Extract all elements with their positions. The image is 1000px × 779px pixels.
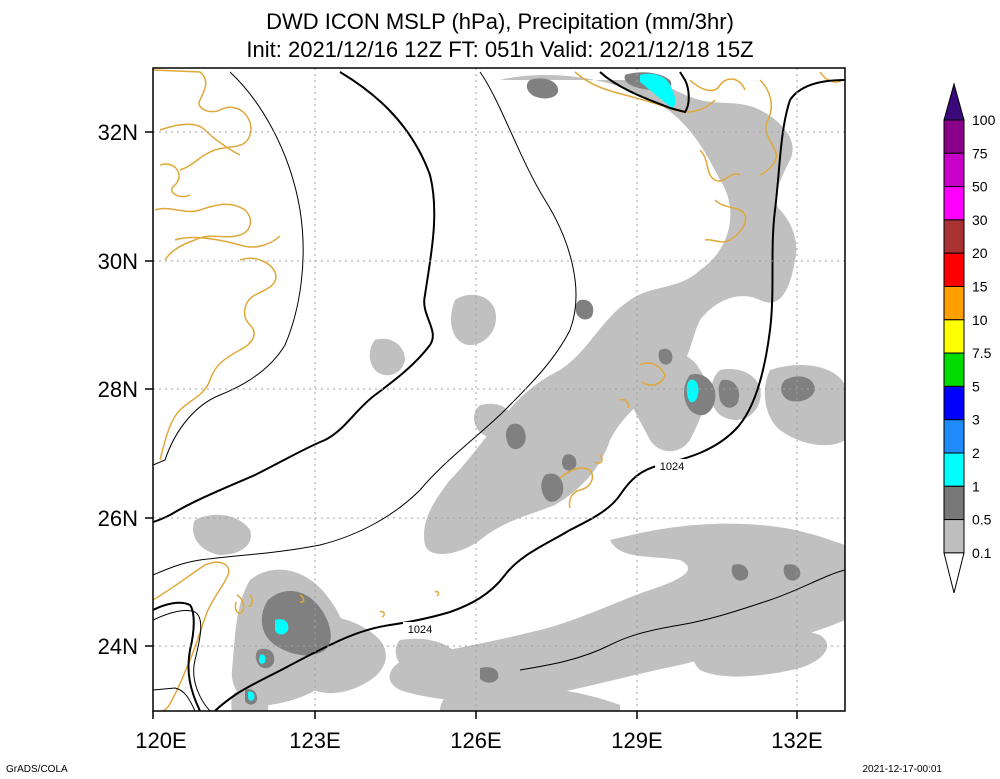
isobar-label: 1024 <box>660 461 684 473</box>
lat-label: 30N <box>98 249 138 274</box>
colorbar-swatch <box>943 352 965 387</box>
colorbar-bottom-arrow <box>943 552 965 594</box>
colorbar-swatch <box>943 286 965 321</box>
colorbar-label: 2 <box>972 445 980 461</box>
colorbar-label: 75 <box>972 145 988 161</box>
colorbar-swatch <box>943 385 965 421</box>
colorbar-label: 10 <box>972 312 988 328</box>
coastlines <box>153 69 843 711</box>
colorbar-swatch <box>943 319 965 354</box>
lon-label: 132E <box>771 728 822 753</box>
colorbar-label: 100 <box>972 112 996 128</box>
colorbar-label: 0.1 <box>972 545 992 561</box>
lat-label: 24N <box>98 634 138 659</box>
colorbar-label: 0.5 <box>972 512 992 528</box>
colorbar-label: 50 <box>972 179 988 195</box>
lat-label: 28N <box>98 377 138 402</box>
precip-mid-shading <box>245 72 815 705</box>
isobar-label: 1024 <box>408 624 432 636</box>
colorbar-swatch <box>943 485 965 521</box>
colorbar-top-arrow <box>943 82 965 121</box>
footer-timestamp: 2021-12-17-00:01 <box>862 764 942 775</box>
colorbar-swatch <box>943 152 965 188</box>
lon-label: 126E <box>450 728 501 753</box>
colorbar-swatch <box>943 119 965 154</box>
colorbar-label: 30 <box>972 212 988 228</box>
colorbar-swatch <box>943 219 965 254</box>
lon-label: 129E <box>611 728 662 753</box>
colorbar-swatch <box>943 186 965 221</box>
colorbar-swatch <box>943 519 965 554</box>
plot-area: 1024 1024 <box>153 68 845 711</box>
colorbar-label: 7.5 <box>972 345 992 361</box>
colorbar-swatch <box>943 252 965 287</box>
colorbar-label: 1 <box>972 478 980 494</box>
lat-lon-grid <box>153 68 845 711</box>
colorbar: 100 75 50 30 20 15 10 7.5 5 3 2 1 0.5 0.1 <box>943 82 996 594</box>
colorbar-swatch <box>943 419 965 454</box>
isobars-thin <box>153 71 845 711</box>
colorbar-label: 3 <box>972 412 980 428</box>
colorbar-label: 20 <box>972 245 988 261</box>
precip-heavy-shading <box>248 73 699 701</box>
lat-label: 26N <box>98 506 138 531</box>
map-title: DWD ICON MSLP (hPa), Precipitation (mm/3… <box>266 9 734 34</box>
colorbar-swatch <box>943 452 965 487</box>
map-subtitle: Init: 2021/12/16 12Z FT: 051h Valid: 202… <box>246 37 754 62</box>
lon-label: 123E <box>289 728 340 753</box>
colorbar-label: 15 <box>972 279 988 295</box>
footer-credit: GrADS/COLA <box>6 764 68 775</box>
lat-label: 32N <box>98 120 138 145</box>
axis-ticks <box>145 131 798 719</box>
lon-label: 120E <box>135 728 186 753</box>
colorbar-label: 5 <box>972 378 980 394</box>
